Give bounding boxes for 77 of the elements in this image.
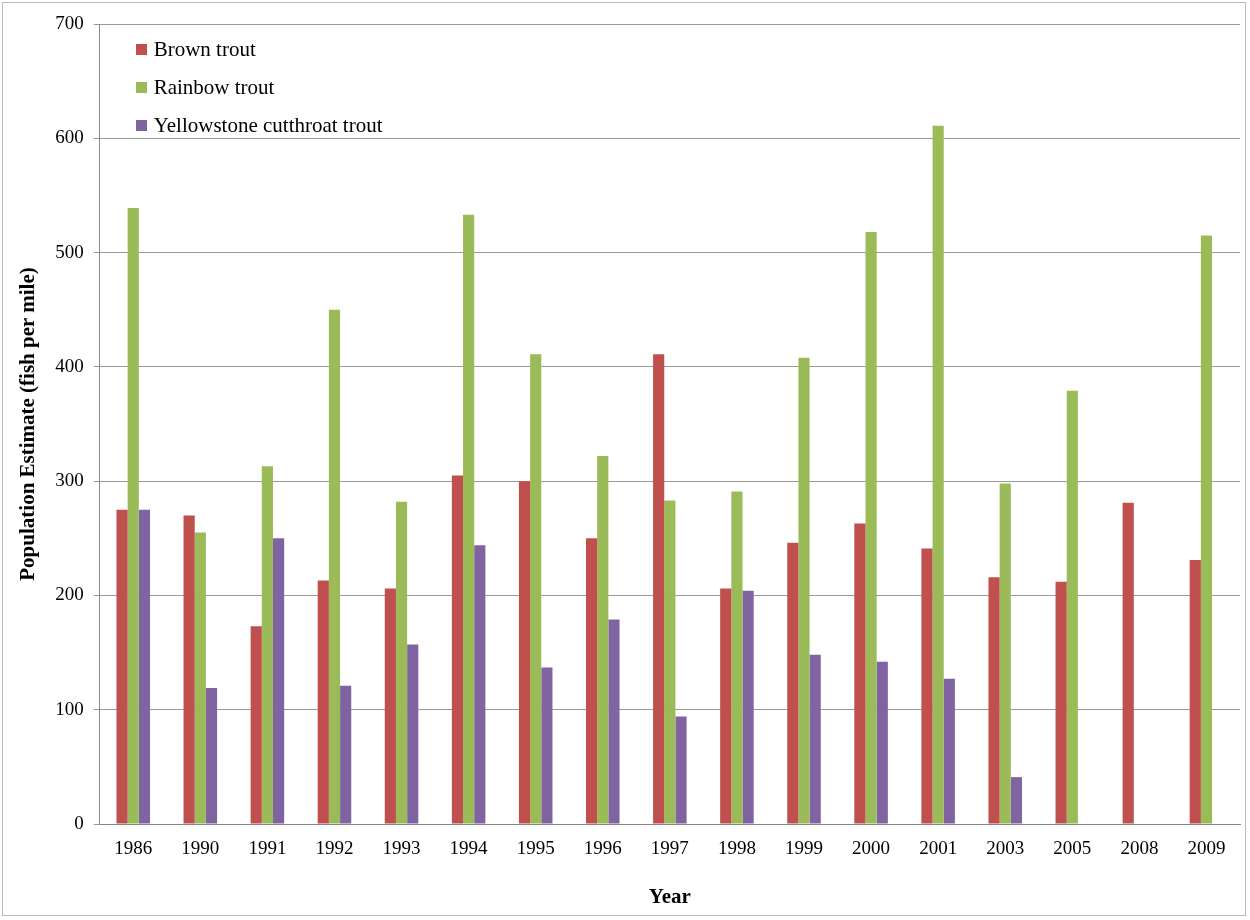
- y-tick-label: 700: [55, 11, 84, 33]
- x-tick-label: 1995: [516, 837, 555, 859]
- bar: [317, 580, 329, 824]
- bar: [474, 545, 486, 824]
- x-tick-label: 2005: [1053, 837, 1092, 859]
- bar: [395, 501, 408, 824]
- x-tick-label: 1991: [248, 837, 287, 859]
- bar: [675, 716, 687, 824]
- bar: [586, 538, 598, 824]
- bar: [1189, 560, 1201, 824]
- bar: [988, 577, 1000, 824]
- bar: [530, 354, 542, 824]
- bar: [138, 509, 151, 824]
- bar: [809, 654, 821, 824]
- x-tick-label: 1993: [382, 837, 421, 859]
- bar: [664, 500, 676, 824]
- x-tick-label: 1994: [449, 837, 489, 859]
- bar: [451, 475, 464, 824]
- bar: [1122, 502, 1134, 824]
- bar: [943, 678, 955, 824]
- x-tick-label: 2000: [852, 837, 891, 859]
- bar: [183, 515, 195, 824]
- x-tick-label: 1998: [717, 837, 756, 859]
- bar: [731, 491, 743, 824]
- x-tick-label: 1990: [181, 837, 220, 859]
- bar: [865, 232, 877, 824]
- bar: [261, 466, 273, 824]
- y-tick-label: 400: [55, 354, 84, 376]
- bar: [127, 208, 139, 824]
- bar: [328, 309, 341, 824]
- y-tick-label: 100: [55, 697, 84, 719]
- y-tick-label: 600: [55, 126, 84, 148]
- bar: [1055, 581, 1067, 824]
- bar: [921, 548, 933, 824]
- bar: [205, 688, 218, 824]
- x-tick-label: 2008: [1120, 837, 1159, 859]
- bar: [653, 354, 665, 824]
- x-tick-label: 1997: [650, 837, 689, 859]
- bar: [463, 214, 475, 824]
- y-tick-label: 300: [55, 469, 84, 491]
- y-tick-label: 200: [55, 583, 84, 605]
- bar: [384, 588, 396, 824]
- bar: [1066, 390, 1078, 824]
- y-tick-label: 0: [74, 811, 84, 833]
- bar: [541, 667, 553, 824]
- bar: [194, 532, 206, 824]
- x-tick-label: 1986: [114, 837, 153, 859]
- x-tick-label: 2003: [986, 837, 1025, 859]
- bar: [272, 538, 285, 824]
- bar: [407, 644, 419, 824]
- y-tick-label: 500: [55, 240, 84, 262]
- legend-label: Rainbow trout: [153, 74, 275, 100]
- bar: [798, 357, 810, 824]
- bar: [250, 626, 262, 824]
- bar: [999, 483, 1011, 824]
- bar: [340, 685, 352, 824]
- bar: [597, 456, 609, 824]
- bar: [116, 509, 128, 824]
- bar: [932, 125, 944, 824]
- legend-label: Brown trout: [153, 36, 256, 62]
- bar: [876, 661, 888, 824]
- bar: [518, 481, 531, 824]
- x-axis-title: Year: [648, 883, 691, 908]
- bar: [720, 588, 732, 824]
- bar: [608, 619, 620, 824]
- x-tick-label: 1999: [785, 837, 823, 859]
- y-axis-title: Population Estimate (fish per mile): [15, 267, 40, 581]
- bar: [1010, 777, 1022, 824]
- x-tick-label: 2009: [1187, 837, 1226, 859]
- bar: [854, 523, 866, 824]
- x-tick-label: 1992: [315, 837, 354, 859]
- bar: [1200, 235, 1213, 824]
- x-tick-label: 1996: [583, 837, 622, 859]
- x-tick-label: 2001: [919, 837, 958, 859]
- legend-label: Yellowstone cutthroat trout: [153, 112, 383, 138]
- bar: [787, 542, 799, 824]
- bar: [742, 590, 754, 824]
